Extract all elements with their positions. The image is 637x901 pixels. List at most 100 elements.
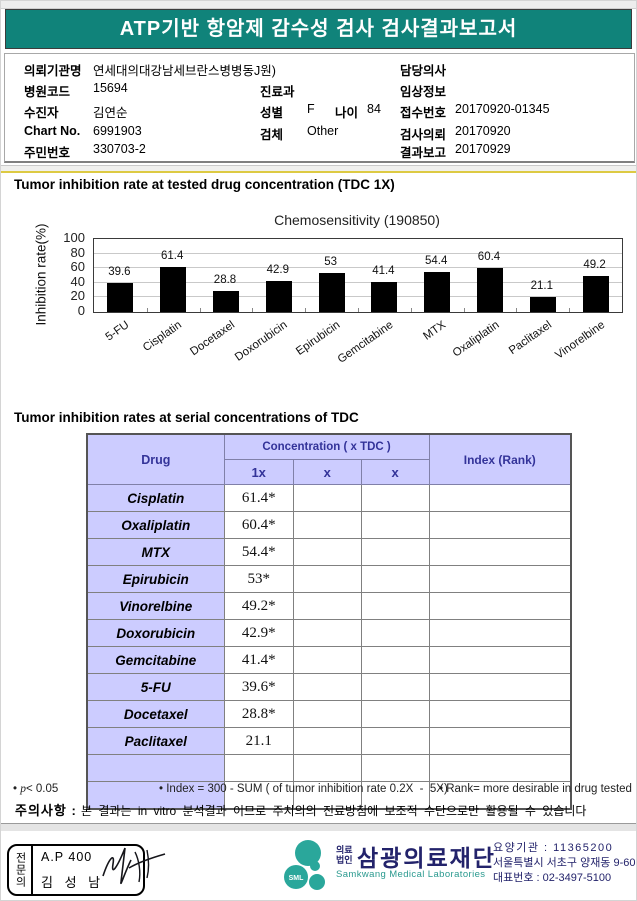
test-request-value: 20170920 bbox=[455, 124, 511, 138]
bar bbox=[107, 283, 134, 312]
p-symbol: p bbox=[20, 783, 26, 795]
table-row: Oxaliplatin 60.4* bbox=[86, 511, 572, 539]
receipt-no-value: 20170920-01345 bbox=[455, 102, 550, 116]
report-title-bar: ATP기반 항암제 감수성 검사 검사결과보고서 bbox=[5, 9, 632, 49]
index-rank-cell bbox=[428, 565, 572, 593]
bar bbox=[371, 281, 398, 312]
col-header-index-rank: Index (Rank) bbox=[428, 433, 572, 485]
chart-no-value: 6991903 bbox=[93, 124, 142, 138]
index-rank-cell bbox=[428, 619, 572, 647]
col-header-x3: x bbox=[360, 459, 430, 485]
conc-x2-cell bbox=[292, 511, 362, 539]
x-axis-label-text: Paclitaxel bbox=[506, 319, 554, 358]
conc-x3-cell bbox=[360, 754, 430, 782]
index-rank-cell bbox=[428, 673, 572, 701]
table-row bbox=[86, 781, 572, 810]
drug-name-cell: Doxorubicin bbox=[86, 619, 225, 647]
conc-x3-cell bbox=[360, 619, 430, 647]
index-rank-cell bbox=[428, 700, 572, 728]
y-tick-label: 40 bbox=[70, 273, 85, 289]
logo-org-name: 삼광의료재단 bbox=[357, 845, 496, 871]
bullet-icon: • bbox=[13, 783, 18, 795]
table-row bbox=[86, 754, 572, 782]
lab-logo-block: SML 의료 법인 삼광의료재단 Samkwang Medical Labora… bbox=[284, 837, 636, 899]
lab-contact-info: 요양기관 : 11365200 서울특별시 서초구 양재동 9-60 대표번호 … bbox=[493, 841, 636, 886]
chemosensitivity-chart: Chemosensitivity (190850) Inhibition rat… bbox=[1, 204, 636, 399]
conc-x3-cell bbox=[360, 565, 430, 593]
conc-x2-cell bbox=[292, 754, 362, 782]
bullet-icon: • bbox=[439, 783, 444, 795]
x-tick bbox=[358, 308, 359, 312]
footer-divider bbox=[1, 823, 636, 831]
x-tick bbox=[516, 308, 518, 312]
resident-no-value: 330703-2 bbox=[93, 142, 146, 156]
p-threshold: < 0.05 bbox=[25, 783, 59, 795]
doctor-stamp-box: 전문의 A.P 400 김 성 남 bbox=[7, 844, 166, 896]
conc-1x-cell: 21.1 bbox=[223, 727, 294, 755]
bar bbox=[424, 272, 451, 312]
conc-x2-cell bbox=[292, 646, 362, 674]
x-axis-label-text: Epirubicin bbox=[294, 319, 343, 358]
department-label: 진료과 bbox=[260, 85, 295, 99]
x-tick bbox=[410, 308, 412, 312]
conc-x2-cell bbox=[292, 781, 362, 810]
result-report-value: 20170929 bbox=[455, 142, 511, 156]
caution-text: 본 결과는 in vitro 분석결과 이므로 주치의의 진료방침에 보조적 수… bbox=[81, 804, 587, 818]
specimen-value: Other bbox=[307, 124, 339, 138]
y-tick-label: 100 bbox=[63, 230, 85, 245]
bar bbox=[160, 267, 187, 312]
index-note-text: Index = 300 - SUM ( of tumor inhibition … bbox=[166, 783, 448, 795]
bar-value-label: 42.9 bbox=[266, 263, 289, 276]
y-tick-label: 20 bbox=[70, 288, 85, 304]
conc-x2-cell bbox=[292, 673, 362, 701]
divider-band bbox=[1, 165, 636, 172]
table-row: Doxorubicin 42.9* bbox=[86, 619, 572, 647]
conc-1x-cell: 42.9* bbox=[223, 619, 294, 647]
chart-no-label: Chart No. bbox=[24, 124, 81, 138]
stamp-side-label: 전문의 bbox=[9, 846, 33, 894]
gridline bbox=[94, 267, 622, 269]
x-tick bbox=[305, 308, 307, 312]
drug-name-cell: Paclitaxel bbox=[86, 727, 225, 755]
stamp-main: A.P 400 김 성 남 bbox=[33, 846, 166, 894]
clinical-info-label: 임상정보 bbox=[400, 85, 447, 99]
logo-org-name-en: Samkwang Medical Laboratories bbox=[336, 869, 486, 880]
table-row: Cisplatin 61.4* bbox=[86, 484, 572, 512]
conc-1x-cell: 60.4* bbox=[223, 511, 294, 539]
drug-name-cell: Gemcitabine bbox=[86, 646, 225, 674]
chart-title: Chemosensitivity (190850) bbox=[274, 212, 440, 228]
col-header-1x: 1x bbox=[223, 459, 294, 485]
conc-x3-cell bbox=[360, 538, 430, 566]
caution-label: 주의사항 : bbox=[15, 803, 77, 818]
patient-info-box: 의뢰기관명 연세대의대강남세브란스병병동J원) 병원코드 15694 수진자 김… bbox=[4, 53, 635, 163]
index-rank-cell bbox=[428, 538, 572, 566]
conc-x3-cell bbox=[360, 646, 430, 674]
drug-name-cell: Vinorelbine bbox=[86, 592, 225, 620]
index-rank-cell bbox=[428, 511, 572, 539]
x-axis-label-text: 5-FU bbox=[103, 319, 132, 344]
chart-plot bbox=[93, 238, 623, 313]
conc-x2-cell bbox=[292, 700, 362, 728]
table-row: Vinorelbine 49.2* bbox=[86, 592, 572, 620]
x-axis-label-text: Doxorubicin bbox=[233, 319, 290, 364]
table-row: 5-FU 39.6* bbox=[86, 673, 572, 701]
x-axis-label-text: Gemcitabine bbox=[335, 319, 396, 366]
bar-value-label: 53 bbox=[324, 256, 337, 269]
drug-name-cell bbox=[86, 754, 225, 782]
conc-1x-cell: 41.4* bbox=[223, 646, 294, 674]
table-row: MTX 54.4* bbox=[86, 538, 572, 566]
drug-name-cell: MTX bbox=[86, 538, 225, 566]
bar bbox=[477, 267, 503, 312]
bar-value-label: 41.4 bbox=[372, 264, 395, 277]
result-report-label: 결과보고 bbox=[400, 146, 447, 160]
gridline bbox=[94, 281, 622, 283]
logo-org-type: 의료 법인 bbox=[336, 845, 353, 865]
conc-1x-cell: 61.4* bbox=[223, 484, 294, 512]
x-axis-label-text: Oxaliplatin bbox=[450, 319, 502, 360]
conc-x3-cell bbox=[360, 484, 430, 512]
x-axis-label-text: Cisplatin bbox=[141, 319, 185, 355]
conc-1x-cell bbox=[223, 781, 294, 810]
drug-name-cell: Docetaxel bbox=[86, 700, 225, 728]
drug-name-cell bbox=[86, 781, 225, 810]
